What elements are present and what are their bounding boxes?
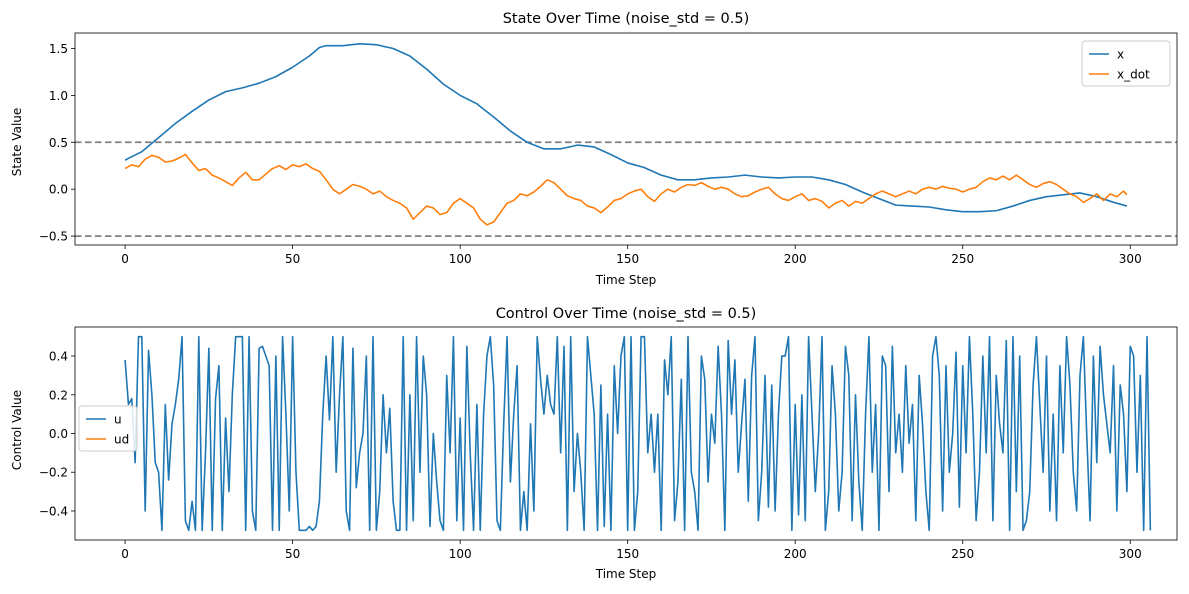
control-chart-ytick-label: −0.2 <box>39 466 68 480</box>
control-chart-xtick-label: 250 <box>951 547 974 561</box>
state-chart-ylabel: State Value <box>10 108 24 177</box>
control-chart-ylabel: Control Value <box>10 390 24 470</box>
state-chart: State Over Time (noise_std = 0.5) Time S… <box>10 11 1178 287</box>
control-chart-xtick-label: 50 <box>285 547 300 561</box>
state-chart-title: State Over Time (noise_std = 0.5) <box>503 11 750 27</box>
control-chart-xtick-label: 0 <box>121 547 129 561</box>
control-chart-frame <box>74 326 1178 541</box>
control-chart-ytick-label: 0.0 <box>49 427 68 441</box>
control-chart-legend-label-u: u <box>114 413 122 427</box>
state-chart-xtick-label: 250 <box>951 252 974 266</box>
state-chart-ytick-label: 1.5 <box>49 42 68 56</box>
state-chart-xlabel: Time Step <box>595 273 657 287</box>
control-chart-xtick-label: 300 <box>1119 547 1142 561</box>
state-chart-series-x <box>124 42 1128 213</box>
state-chart-xtick-label: 150 <box>616 252 639 266</box>
state-chart-series-x-dot <box>124 153 1128 226</box>
state-chart-legend-label-x-dot: x_dot <box>1117 68 1150 82</box>
control-chart-legend-label-ud: ud <box>114 433 129 447</box>
control-chart-series-u <box>124 335 1152 532</box>
control-chart-ytick-label: −0.4 <box>39 504 68 518</box>
control-chart: Control Over Time (noise_std = 0.5) Time… <box>10 306 1178 581</box>
state-chart-frame <box>74 32 1178 246</box>
state-chart-xtick-label: 50 <box>285 252 300 266</box>
state-chart-xtick-label: 300 <box>1119 252 1142 266</box>
state-chart-ytick-label: 1.0 <box>49 89 68 103</box>
state-chart-xtick-label: 0 <box>121 252 129 266</box>
control-chart-title: Control Over Time (noise_std = 0.5) <box>496 306 757 322</box>
control-chart-xtick-label: 100 <box>449 547 472 561</box>
state-chart-ytick-label: −0.5 <box>39 230 68 244</box>
control-chart-xtick-label: 150 <box>616 547 639 561</box>
control-chart-xtick-label: 200 <box>784 547 807 561</box>
state-chart-xtick-label: 100 <box>449 252 472 266</box>
state-chart-ytick-label: 0.0 <box>49 183 68 197</box>
state-chart-xtick-label: 200 <box>784 252 807 266</box>
state-chart-ytick-label: 0.5 <box>49 136 68 150</box>
control-chart-xlabel: Time Step <box>595 567 657 581</box>
control-chart-ytick-label: 0.4 <box>49 350 68 364</box>
control-chart-ytick-label: 0.2 <box>49 388 68 402</box>
state-chart-legend-label-x: x <box>1117 48 1124 62</box>
